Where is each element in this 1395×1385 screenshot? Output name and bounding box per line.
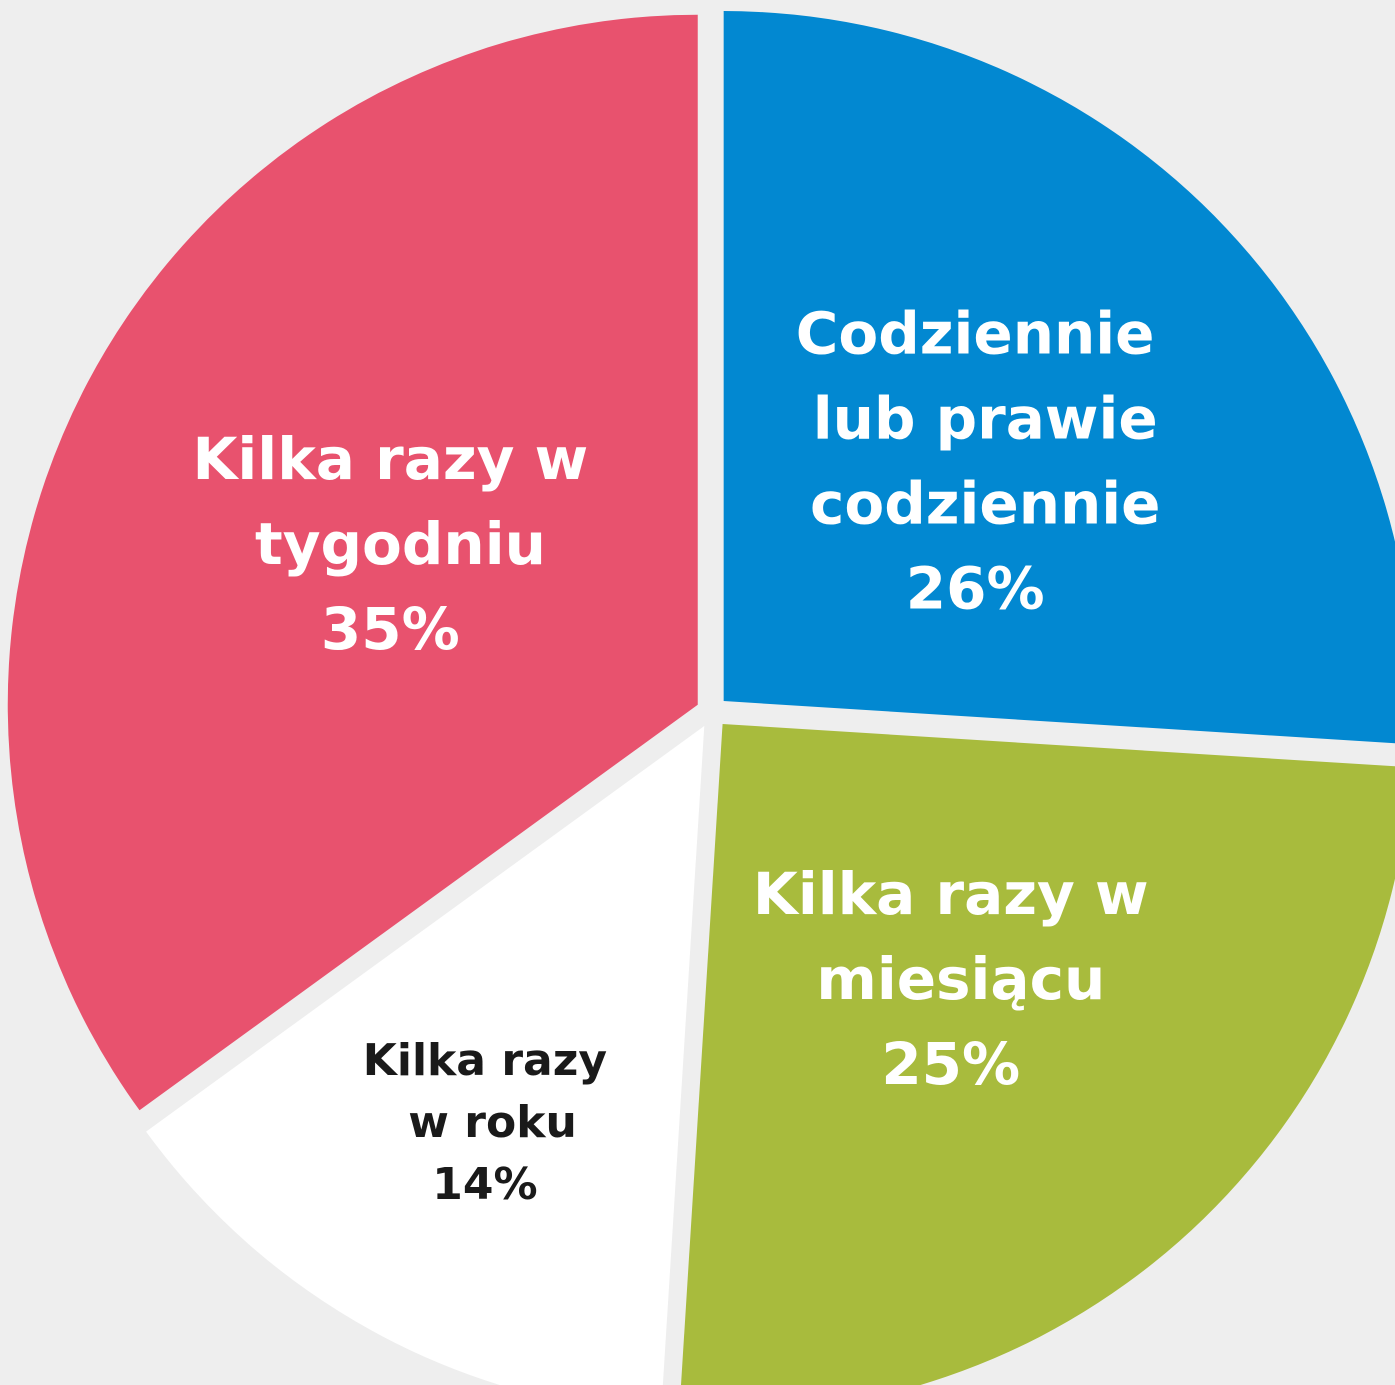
slice-label: Codziennie lub prawie codziennie [790, 299, 1161, 537]
slice-value-label: 14% [432, 1159, 537, 1210]
slice-value-label: 25% [881, 1030, 1020, 1098]
pie-slice [146, 726, 705, 1385]
slice-value-label: 35% [321, 595, 460, 663]
pie-slice [7, 14, 698, 1111]
slice-label: Kilka razy w miesiącu [753, 860, 1149, 1013]
pie-slice [723, 11, 1395, 744]
slice-value-label: 26% [906, 554, 1045, 622]
slice-label: Kilka razy w roku [363, 1035, 607, 1148]
pie-slice [680, 724, 1395, 1385]
slice-label: Kilka razy w tygodniu [192, 425, 588, 578]
